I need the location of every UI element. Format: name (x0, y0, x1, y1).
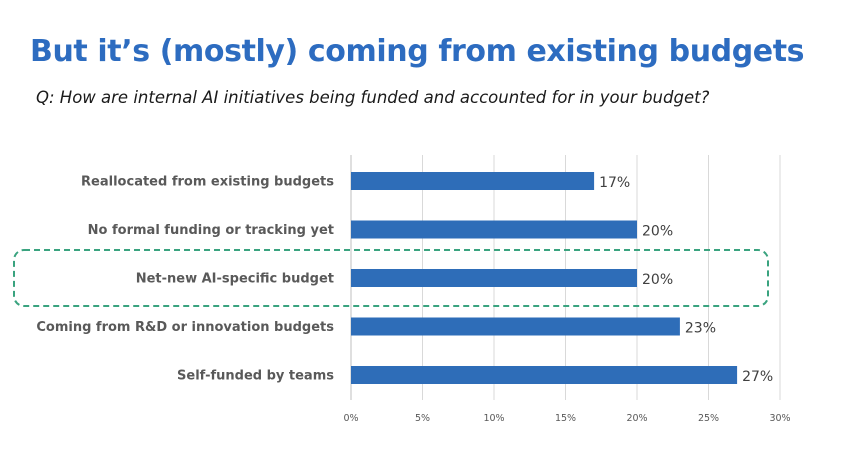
category-labels: Reallocated from existing budgets No form… (36, 175, 334, 384)
category-label: Net-new AI-specific budget (136, 272, 334, 287)
x-tick-label: 5% (415, 413, 430, 424)
value-labels: 17% 20% 20% 23% 27% (599, 175, 773, 385)
bar (351, 366, 738, 384)
value-label: 20% (642, 224, 673, 240)
x-tick-label: 0% (343, 413, 358, 424)
page-title: But it’s (mostly) coming from existing b… (30, 34, 805, 69)
category-label: No formal funding or tracking yet (88, 223, 334, 238)
category-label: Self-funded by teams (177, 369, 334, 384)
bars (351, 172, 738, 384)
value-label: 20% (642, 272, 673, 288)
value-label: 17% (599, 175, 630, 191)
bar (351, 172, 595, 190)
x-tick-label: 20% (626, 413, 647, 424)
x-tick-label: 10% (483, 413, 504, 424)
survey-question: Q: How are internal AI initiatives being… (36, 88, 710, 107)
bar (351, 220, 637, 239)
value-label: 27% (742, 369, 773, 385)
x-tick-label: 30% (769, 413, 790, 424)
category-label: Reallocated from existing budgets (81, 175, 334, 190)
value-label: 23% (685, 321, 716, 337)
x-tick-label: 15% (555, 413, 576, 424)
bar (351, 269, 637, 287)
x-tick-label: 25% (698, 413, 719, 424)
bar (351, 317, 680, 336)
x-axis-ticks: 0% 5% 10% 15% 20% 25% 30% (343, 413, 790, 424)
category-label: Coming from R&D or innovation budgets (36, 320, 334, 335)
